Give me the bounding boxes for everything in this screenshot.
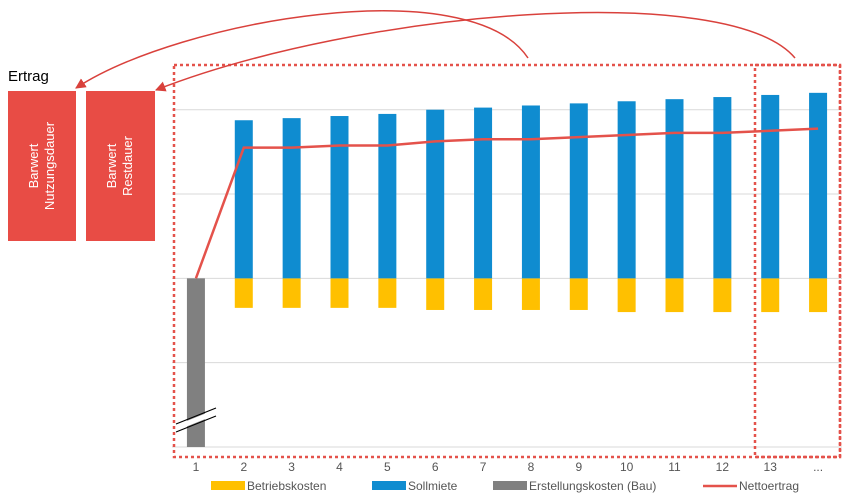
bar-sollmiete-2 xyxy=(234,120,253,279)
x-tick-label: 12 xyxy=(716,460,730,474)
bar-sollmiete-13 xyxy=(761,94,780,279)
ertrag-label: Ertrag xyxy=(8,68,49,85)
bar-betriebskosten-11 xyxy=(665,278,684,313)
x-tick-label: 13 xyxy=(764,460,778,474)
legend-swatch-erstellungskosten-bau xyxy=(493,481,527,490)
x-tick-label: 11 xyxy=(668,460,681,474)
x-tick-label: 9 xyxy=(575,460,582,474)
bar-betriebskosten-6 xyxy=(426,278,445,310)
bar-sollmiete-9 xyxy=(569,103,588,279)
bars xyxy=(186,92,828,447)
bar-betriebskosten-2 xyxy=(234,278,253,308)
x-tick-label: 3 xyxy=(288,460,295,474)
bar-betriebskosten-7 xyxy=(474,278,493,310)
bar-sollmiete-14 xyxy=(809,92,828,279)
bar-betriebskosten-4 xyxy=(330,278,349,308)
bar-sollmiete-10 xyxy=(617,101,636,279)
x-tick-label: 7 xyxy=(480,460,487,474)
nettoertrag-line xyxy=(194,127,819,279)
frame-restdauer xyxy=(753,63,842,459)
x-tick-label: 4 xyxy=(336,460,343,474)
gridlines xyxy=(172,109,842,448)
barwert-nutzungsdauer-box xyxy=(8,91,76,241)
box2-line1: Barwert xyxy=(104,143,119,188)
bar-betriebskosten-9 xyxy=(569,278,588,310)
legend-label-nettoertrag: Nettoertrag xyxy=(739,479,799,493)
legend-label-erstellungskosten-bau: Erstellungskosten (Bau) xyxy=(529,479,656,493)
bar-betriebskosten-3 xyxy=(282,278,301,308)
bar-betriebskosten-12 xyxy=(713,278,732,313)
x-tick-label: 5 xyxy=(384,460,391,474)
bar-betriebskosten-5 xyxy=(378,278,397,308)
box1-line2: Nutzungsdauer xyxy=(42,121,57,210)
x-tick-label: 8 xyxy=(528,460,535,474)
legend-swatch-sollmiete xyxy=(372,481,406,490)
arrow-to-barwert-restdauer xyxy=(155,11,796,92)
x-tick-label: 6 xyxy=(432,460,439,474)
box1-line1: Barwert xyxy=(26,143,41,188)
nettoertrag-line-group xyxy=(194,127,819,279)
bar-betriebskosten-13 xyxy=(761,278,780,313)
bar-sollmiete-6 xyxy=(426,109,445,279)
bar-sollmiete-5 xyxy=(378,113,397,279)
legend-swatch-betriebskosten xyxy=(211,481,245,490)
bar-betriebskosten-14 xyxy=(809,278,828,313)
bar-erstellungskosten-bau-1 xyxy=(186,278,205,447)
bar-sollmiete-11 xyxy=(665,99,684,279)
bar-sollmiete-12 xyxy=(713,97,732,279)
legend-label-sollmiete: Sollmiete xyxy=(408,479,458,493)
x-tick-label: 1 xyxy=(193,460,200,474)
axis-break-mark xyxy=(175,407,217,433)
bar-betriebskosten-10 xyxy=(617,278,636,313)
legend: Betriebskosten Sollmiete Erstellungskosten… xyxy=(211,479,799,493)
bar-betriebskosten-8 xyxy=(521,278,540,310)
bar-sollmiete-4 xyxy=(330,116,349,279)
x-tick-label: 2 xyxy=(240,460,247,474)
bar-sollmiete-3 xyxy=(282,118,301,279)
x-tick-label: 10 xyxy=(620,460,634,474)
x-tick-label: ... xyxy=(813,460,823,474)
arrow-to-barwert-nutzungsdauer xyxy=(75,10,529,89)
box2-line2: Restdauer xyxy=(120,135,135,196)
legend-label-betriebskosten: Betriebskosten xyxy=(247,479,326,493)
frame-nutzungsdauer xyxy=(172,63,842,459)
bar-sollmiete-8 xyxy=(521,105,540,279)
barwert-restdauer-box xyxy=(86,91,155,241)
x-tick-labels: 1 2 3 4 5 6 7 8 9 10 11 12 13... xyxy=(193,460,823,474)
bar-sollmiete-7 xyxy=(474,107,493,279)
